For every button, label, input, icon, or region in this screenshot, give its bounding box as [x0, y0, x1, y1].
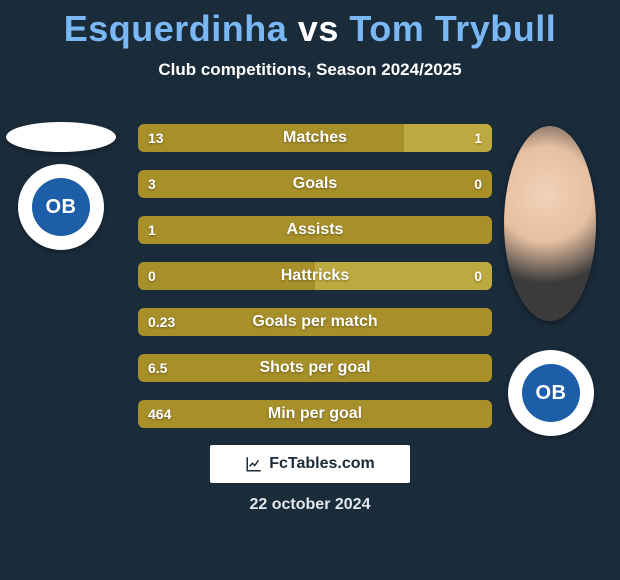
bar-label: Hattricks	[138, 262, 492, 290]
subtitle: Club competitions, Season 2024/2025	[0, 60, 620, 80]
player2-avatar	[504, 126, 596, 321]
chart-icon	[245, 455, 263, 473]
bar-label: Assists	[138, 216, 492, 244]
stat-bar: 6.5Shots per goal	[138, 354, 492, 382]
stat-bar: 464Min per goal	[138, 400, 492, 428]
stat-bar: 1Assists	[138, 216, 492, 244]
bar-label: Goals per match	[138, 308, 492, 336]
player2-name: Tom Trybull	[349, 8, 556, 49]
site-badge: FcTables.com	[210, 445, 410, 483]
date-label: 22 october 2024	[0, 496, 620, 514]
player2-face	[504, 126, 596, 321]
player2-club-badge: OB	[508, 350, 594, 436]
site-label: FcTables.com	[269, 455, 375, 473]
bar-label: Shots per goal	[138, 354, 492, 382]
stat-bar: 0.23Goals per match	[138, 308, 492, 336]
bar-label: Min per goal	[138, 400, 492, 428]
player1-avatar	[6, 122, 116, 152]
stat-bar: 30Goals	[138, 170, 492, 198]
stat-bar: 131Matches	[138, 124, 492, 152]
player1-name: Esquerdinha	[64, 8, 288, 49]
player1-club-badge: OB	[18, 164, 104, 250]
bar-label: Goals	[138, 170, 492, 198]
stat-bar: 00Hattricks	[138, 262, 492, 290]
club-badge-text: OB	[32, 178, 90, 236]
bar-label: Matches	[138, 124, 492, 152]
stat-bars: 131Matches 30Goals 1Assists 00Hattricks 0.23…	[138, 124, 492, 446]
vs-text: vs	[298, 8, 339, 49]
comparison-title: Esquerdinha vs Tom Trybull	[0, 0, 620, 50]
club-badge-text: OB	[522, 364, 580, 422]
